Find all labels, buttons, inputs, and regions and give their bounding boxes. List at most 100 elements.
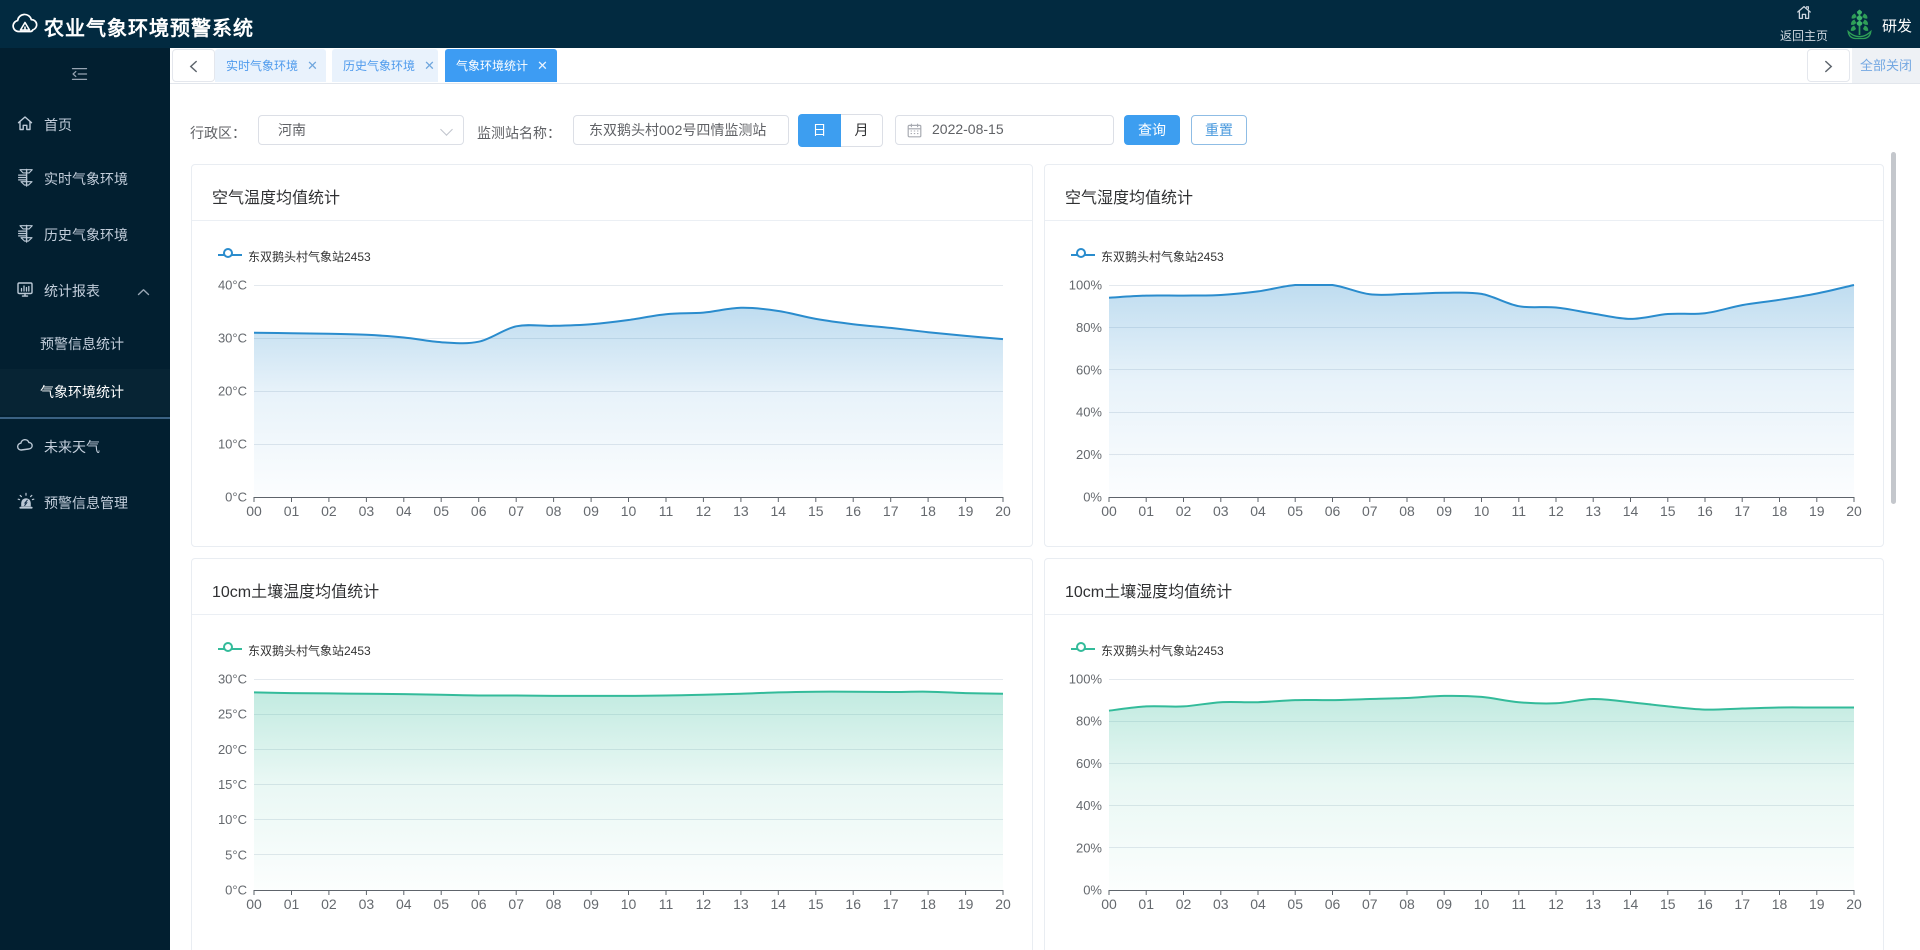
svg-text:04: 04 [396, 503, 412, 519]
svg-text:14: 14 [771, 503, 787, 519]
svg-text:08: 08 [1399, 896, 1415, 912]
svg-text:03: 03 [359, 896, 375, 912]
svg-text:07: 07 [508, 896, 524, 912]
svg-text:0°C: 0°C [225, 490, 247, 505]
svg-text:17: 17 [1734, 896, 1750, 912]
svg-text:20%: 20% [1076, 447, 1102, 462]
svg-text:11: 11 [659, 503, 674, 519]
svg-text:00: 00 [246, 503, 262, 519]
svg-text:02: 02 [321, 503, 337, 519]
svg-text:03: 03 [1213, 503, 1229, 519]
svg-text:01: 01 [284, 503, 300, 519]
svg-text:14: 14 [771, 896, 787, 912]
svg-text:19: 19 [958, 503, 974, 519]
svg-text:07: 07 [508, 503, 524, 519]
svg-text:08: 08 [546, 896, 562, 912]
svg-text:18: 18 [1772, 896, 1788, 912]
svg-text:25°C: 25°C [218, 707, 247, 722]
svg-text:05: 05 [1287, 503, 1303, 519]
svg-text:02: 02 [321, 896, 337, 912]
svg-text:07: 07 [1362, 896, 1378, 912]
svg-text:20: 20 [1846, 503, 1862, 519]
svg-text:10°C: 10°C [218, 437, 247, 452]
svg-text:40%: 40% [1076, 405, 1102, 420]
svg-text:20°C: 20°C [218, 742, 247, 757]
svg-text:01: 01 [284, 896, 300, 912]
svg-text:02: 02 [1176, 503, 1192, 519]
svg-text:04: 04 [1250, 896, 1266, 912]
svg-text:10: 10 [621, 896, 637, 912]
svg-text:00: 00 [246, 896, 262, 912]
svg-text:15°C: 15°C [218, 777, 247, 792]
svg-text:0°C: 0°C [225, 883, 247, 898]
svg-text:06: 06 [1325, 896, 1341, 912]
svg-text:60%: 60% [1076, 362, 1102, 377]
svg-text:19: 19 [958, 896, 974, 912]
svg-text:08: 08 [1399, 503, 1415, 519]
svg-text:40°C: 40°C [218, 278, 247, 293]
svg-text:00: 00 [1101, 896, 1117, 912]
svg-text:18: 18 [920, 503, 936, 519]
svg-text:13: 13 [1585, 503, 1601, 519]
svg-text:80%: 80% [1076, 714, 1102, 729]
svg-text:0%: 0% [1083, 883, 1102, 898]
svg-text:12: 12 [696, 503, 712, 519]
svg-text:02: 02 [1176, 896, 1192, 912]
svg-text:16: 16 [1697, 503, 1713, 519]
svg-text:10: 10 [621, 503, 637, 519]
svg-text:0%: 0% [1083, 490, 1102, 505]
svg-text:12: 12 [1548, 896, 1564, 912]
svg-text:60%: 60% [1076, 756, 1102, 771]
svg-text:06: 06 [471, 896, 487, 912]
svg-text:100%: 100% [1069, 278, 1103, 293]
svg-text:03: 03 [1213, 896, 1229, 912]
svg-text:04: 04 [396, 896, 412, 912]
svg-text:15: 15 [808, 503, 824, 519]
svg-text:19: 19 [1809, 503, 1825, 519]
svg-text:12: 12 [696, 896, 712, 912]
svg-text:20%: 20% [1076, 840, 1102, 855]
svg-text:20°C: 20°C [218, 384, 247, 399]
svg-text:08: 08 [546, 503, 562, 519]
svg-text:18: 18 [920, 896, 936, 912]
svg-text:10: 10 [1474, 503, 1490, 519]
svg-text:09: 09 [1436, 503, 1452, 519]
svg-text:18: 18 [1772, 503, 1788, 519]
svg-text:01: 01 [1138, 503, 1154, 519]
svg-text:20: 20 [1846, 896, 1862, 912]
svg-text:40%: 40% [1076, 798, 1102, 813]
svg-text:04: 04 [1250, 503, 1266, 519]
svg-text:15: 15 [1660, 896, 1676, 912]
svg-text:14: 14 [1623, 896, 1639, 912]
svg-text:06: 06 [1325, 503, 1341, 519]
svg-text:03: 03 [359, 503, 375, 519]
svg-text:01: 01 [1138, 896, 1154, 912]
svg-text:05: 05 [433, 503, 449, 519]
svg-text:07: 07 [1362, 503, 1378, 519]
svg-text:80%: 80% [1076, 320, 1102, 335]
svg-text:100%: 100% [1069, 672, 1103, 687]
svg-text:00: 00 [1101, 503, 1117, 519]
svg-text:16: 16 [1697, 896, 1713, 912]
svg-text:13: 13 [733, 503, 749, 519]
svg-text:09: 09 [1436, 896, 1452, 912]
svg-text:17: 17 [883, 896, 899, 912]
svg-text:5°C: 5°C [225, 847, 247, 862]
svg-text:13: 13 [733, 896, 749, 912]
svg-text:16: 16 [845, 503, 861, 519]
svg-text:12: 12 [1548, 503, 1564, 519]
svg-text:10°C: 10°C [218, 812, 247, 827]
svg-text:20: 20 [995, 503, 1011, 519]
svg-text:13: 13 [1585, 896, 1601, 912]
svg-text:30°C: 30°C [218, 672, 247, 687]
svg-text:11: 11 [659, 896, 674, 912]
svg-text:20: 20 [995, 896, 1011, 912]
svg-text:10: 10 [1474, 896, 1490, 912]
svg-text:06: 06 [471, 503, 487, 519]
svg-text:05: 05 [433, 896, 449, 912]
svg-text:15: 15 [1660, 503, 1676, 519]
svg-text:30°C: 30°C [218, 331, 247, 346]
svg-text:11: 11 [1512, 503, 1527, 519]
svg-text:19: 19 [1809, 896, 1825, 912]
svg-text:11: 11 [1512, 896, 1527, 912]
